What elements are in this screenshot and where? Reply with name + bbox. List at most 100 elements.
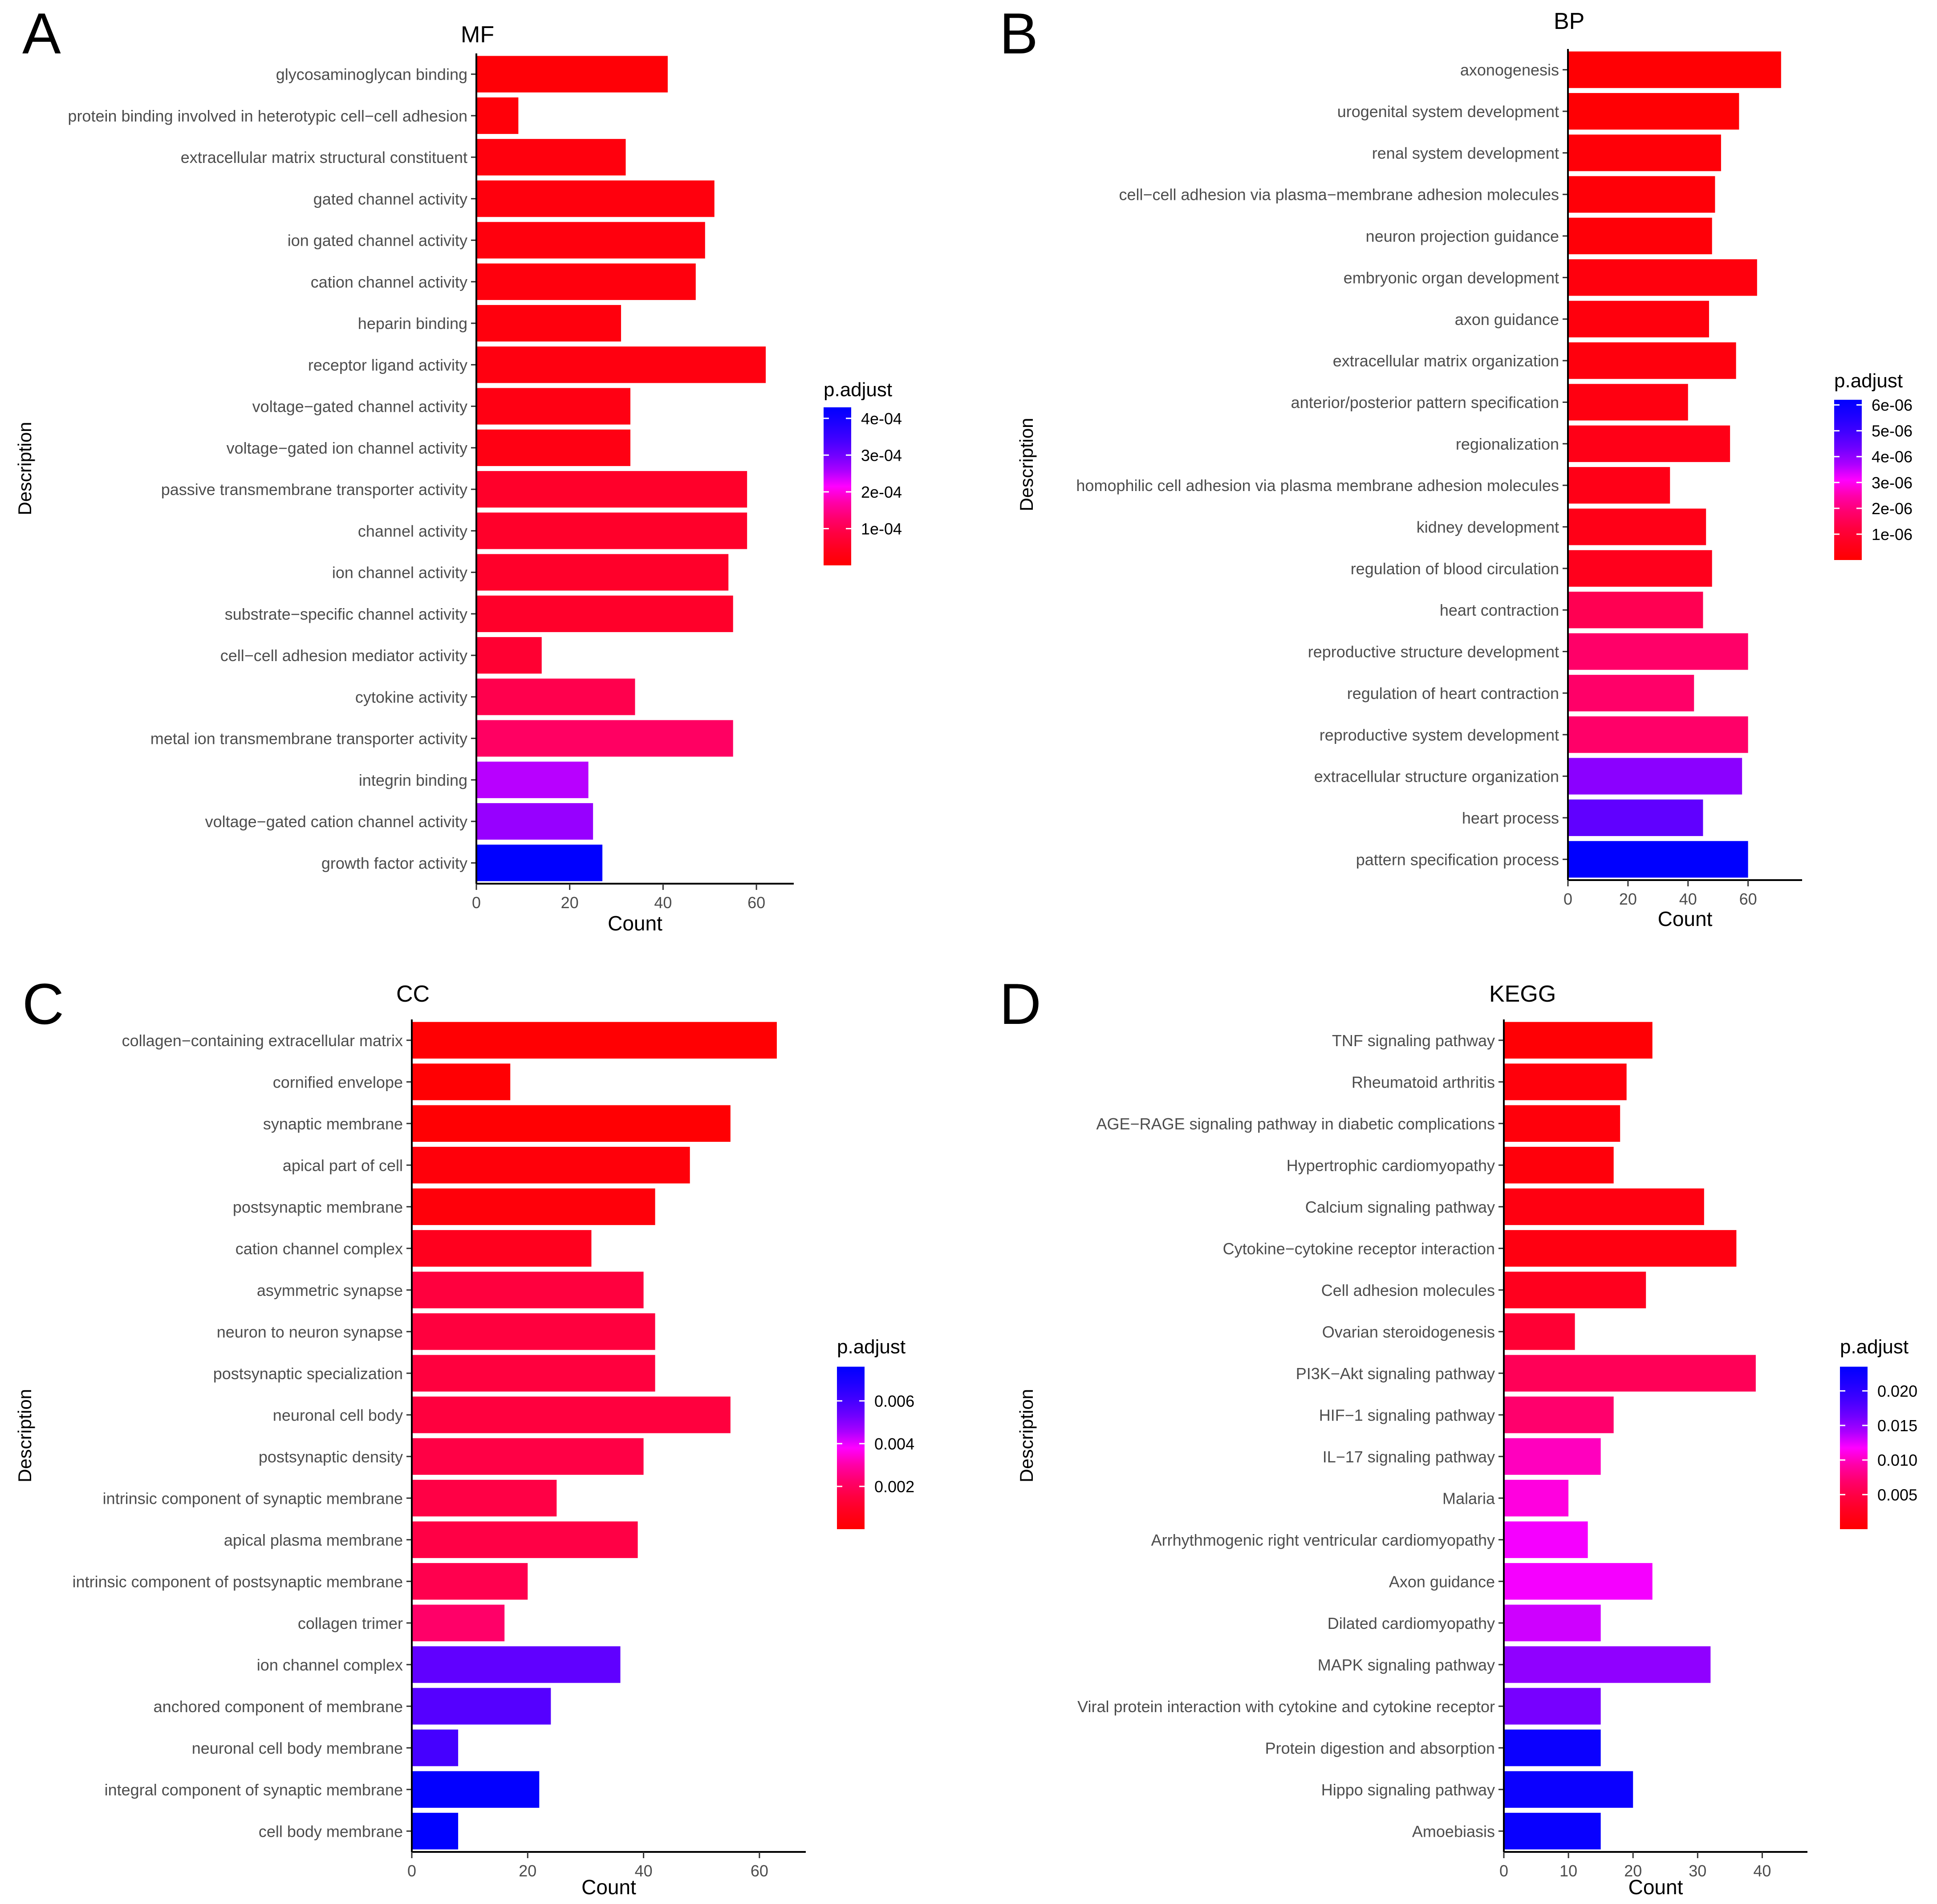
panel-d-bar (1504, 1189, 1704, 1225)
panel-b-category-label: renal system development (1372, 144, 1559, 162)
panel-b-bar (1568, 592, 1703, 628)
panel-c-bar (412, 1105, 731, 1142)
panel-d-colorbar-label: 0.010 (1877, 1451, 1917, 1470)
panel-d-category-label: TNF signaling pathway (1332, 1031, 1495, 1050)
panel-c-xtick-label: 0 (407, 1862, 416, 1880)
panel-c-category-label: intrinsic component of synaptic membrane (103, 1489, 403, 1507)
panel-d-category-label: Cytokine−cytokine receptor interaction (1223, 1239, 1495, 1258)
panel-a-xtick-label: 20 (561, 893, 579, 912)
panel-c-category-label: anchored component of membrane (154, 1697, 403, 1716)
panel-a-category-label: substrate−specific channel activity (225, 605, 467, 623)
panel-d-ylabel: Description (1016, 1389, 1037, 1482)
panel-b-category-label: cell−cell adhesion via plasma−membrane a… (1119, 186, 1559, 204)
panel-b-ylabel: Description (1016, 418, 1037, 511)
panel-d-bar (1504, 1605, 1601, 1641)
panel-d-bar (1504, 1438, 1601, 1475)
panel-c-category-label: neuronal cell body membrane (192, 1739, 403, 1757)
panel-a-colorbar-label: 2e-04 (861, 483, 902, 501)
panel-b-category-label: regionalization (1456, 435, 1559, 453)
panel-b-colorbar-label: 4e-06 (1872, 448, 1913, 466)
panel-b-xtick-label: 60 (1739, 890, 1757, 908)
panel-b-bar (1568, 218, 1712, 254)
panel-b-bar (1568, 52, 1781, 88)
panel-d-bar (1504, 1355, 1756, 1392)
panel-a-title: MF (461, 22, 494, 48)
panel-b-xlabel: Count (1658, 907, 1713, 930)
panel-a-bar (476, 678, 635, 715)
panel-c-colorbar-label: 0.006 (874, 1392, 914, 1410)
panel-a-legend-title: p.adjust (824, 379, 892, 401)
panel-c-letter: C (22, 971, 64, 1036)
panel-a-colorbar-label: 1e-04 (861, 520, 902, 538)
panel-b-category-label: reproductive system development (1320, 726, 1559, 744)
panel-d-category-label: Dilated cardiomyopathy (1328, 1614, 1495, 1632)
panel-d-bar (1504, 1563, 1653, 1600)
panel-d-bar (1504, 1688, 1601, 1725)
panel-a-xtick-label: 60 (747, 893, 765, 912)
panel-d-category-label: IL−17 signaling pathway (1323, 1448, 1495, 1466)
panel-b-xtick-label: 40 (1679, 890, 1697, 908)
panel-a-colorbar-label: 4e-04 (861, 410, 902, 428)
panel-c-category-label: integral component of synaptic membrane (105, 1781, 403, 1799)
panel-a-category-label: channel activity (358, 522, 467, 540)
panel-b-colorbar-label: 1e-06 (1872, 525, 1913, 544)
panel-b-bar (1568, 758, 1742, 795)
panel-b-title: BP (1554, 8, 1584, 34)
panel-b-category-label: pattern specification process (1356, 850, 1559, 869)
panel-a-bar (476, 222, 705, 259)
panel-c-ylabel: Description (14, 1389, 35, 1482)
panel-a-category-label: cytokine activity (355, 688, 467, 706)
panel-a-bar (476, 512, 747, 549)
panel-b-category-label: homophilic cell adhesion via plasma memb… (1076, 476, 1559, 495)
panel-c-legend-title: p.adjust (837, 1336, 906, 1358)
panel-c-bar (412, 1522, 638, 1558)
panel-b-colorbar-label: 2e-06 (1872, 499, 1913, 518)
panel-c-bar (412, 1064, 510, 1100)
panel-b-category-label: axon guidance (1455, 310, 1559, 329)
panel-d-category-label: Axon guidance (1389, 1572, 1495, 1591)
panel-a-bar (476, 56, 668, 93)
panel-b-bar (1568, 841, 1748, 877)
panel-d-colorbar-label: 0.015 (1877, 1417, 1917, 1435)
panel-c-colorbar-label: 0.004 (874, 1435, 914, 1453)
panel-a-colorbar-label: 3e-04 (861, 446, 902, 464)
panel-d-title: KEGG (1489, 981, 1556, 1007)
panel-b-category-label: regulation of heart contraction (1347, 684, 1559, 702)
panel-b-bar (1568, 342, 1736, 379)
panel-d-bar (1504, 1313, 1575, 1350)
panel-a-category-label: receptor ligand activity (308, 356, 467, 374)
panel-b-bar (1568, 176, 1715, 213)
panel-c-title: CC (396, 981, 430, 1007)
panel-a-category-label: voltage−gated ion channel activity (227, 439, 467, 457)
panel-d-bar (1504, 1272, 1646, 1308)
panel-b-category-label: neuron projection guidance (1366, 227, 1559, 245)
panel-c-category-label: synaptic membrane (263, 1115, 403, 1133)
panel-a-category-label: metal ion transmembrane transporter acti… (150, 730, 467, 748)
panel-c-bar (412, 1813, 458, 1849)
panel-c-category-label: cell body membrane (259, 1822, 403, 1840)
panel-a-ylabel: Description (14, 422, 35, 515)
panel-d-category-label: Calcium signaling pathway (1305, 1198, 1495, 1216)
panel-a-bar (476, 346, 766, 383)
panel-d-bar (1504, 1147, 1614, 1183)
panel-d-bar (1504, 1480, 1568, 1516)
panel-d-bar (1504, 1646, 1710, 1683)
panel-b-xtick-label: 20 (1619, 890, 1637, 908)
panel-a-bar (476, 97, 518, 134)
panel-b-bar (1568, 633, 1748, 670)
panel-c-xlabel: Count (581, 1876, 636, 1899)
panel-c-xtick-label: 60 (751, 1862, 768, 1880)
panel-a-category-label: growth factor activity (321, 854, 467, 872)
panel-d-category-label: Amoebiasis (1412, 1822, 1495, 1840)
panel-c-bar (412, 1230, 591, 1267)
panel-b-bar (1568, 134, 1721, 171)
panel-c-category-label: neuron to neuron synapse (217, 1323, 403, 1341)
panel-d-xlabel: Count (1628, 1876, 1683, 1899)
panel-d-category-label: AGE−RAGE signaling pathway in diabetic c… (1096, 1115, 1495, 1133)
panel-c-category-label: cation channel complex (236, 1239, 403, 1258)
panel-d-bar (1504, 1522, 1588, 1558)
panel-c-bar (412, 1480, 556, 1516)
panel-a-category-label: heparin binding (358, 314, 467, 333)
panel-b-category-label: heart process (1462, 809, 1559, 827)
